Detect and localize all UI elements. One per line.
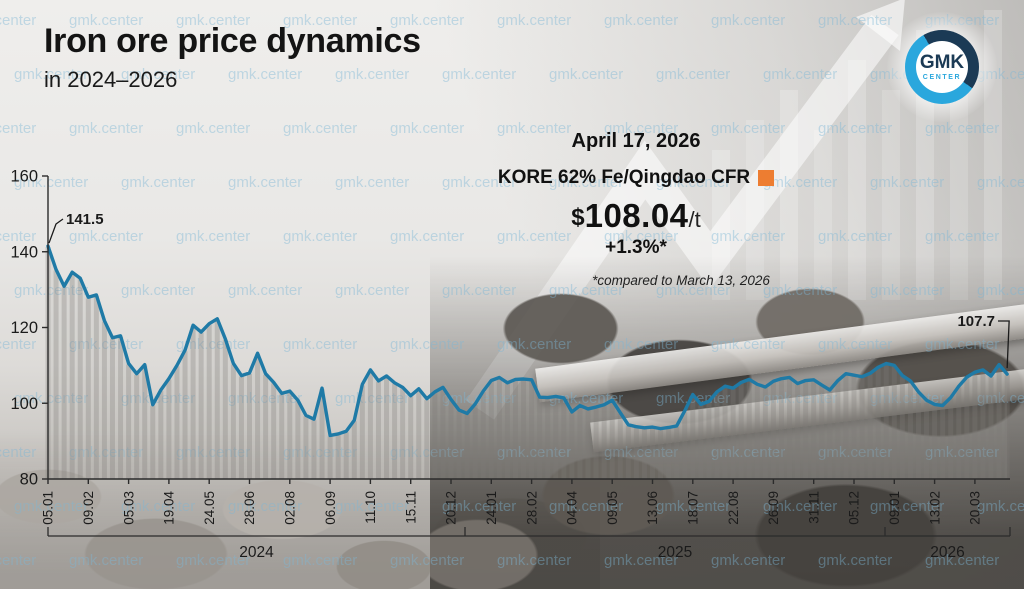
x-tick-label: 09.05 [605,491,620,525]
x-tick-label: 26.09 [766,491,781,525]
y-tick-label: 80 [20,471,38,489]
price-currency: $ [571,204,585,231]
callout-series: KORE 62% Fe/Qingdao CFR [446,167,826,189]
price-callout: April 17, 2026 KORE 62% Fe/Qingdao CFR $… [446,130,826,288]
x-tick-label: 09.01 [887,491,902,525]
callout-date: April 17, 2026 [571,130,701,152]
x-tick-label: 04.04 [565,491,580,525]
x-tick-label: 20.12 [444,491,459,525]
y-tick-label: 100 [10,395,38,413]
x-tick-label: 13.02 [927,491,942,525]
x-tick-label: 24.05 [202,491,217,525]
price-unit: /t [688,207,701,232]
x-tick-label: 05.12 [847,491,862,525]
x-tick-label: 11.10 [363,491,378,524]
page-title: Iron ore price dynamics [44,22,421,60]
first-point-leader [48,218,64,244]
header: Iron ore price dynamics in 2024–2026 [44,22,421,93]
last-point-leader [998,320,1010,369]
x-tick-label: 28.06 [242,491,257,525]
series-label: KORE 62% Fe/Qingdao CFR [497,167,751,188]
y-tick-label: 120 [10,319,38,337]
x-tick-label: 13.06 [645,491,660,525]
x-tick-label: 19.04 [162,491,177,525]
logo-inner: GMK CENTER [916,41,968,93]
x-tick-label: 20.03 [968,491,983,525]
x-tick-label: 18.07 [686,491,701,525]
year-label: 2024 [239,544,274,561]
price-value: 108.04 [584,197,689,234]
callout-price: $108.04/t [446,197,826,235]
x-tick-label: 31.11 [806,491,821,524]
x-tick-label: 24.01 [484,491,499,525]
area-fill [48,246,1008,479]
x-tick-label: 28.02 [524,491,539,525]
logo-ring-icon: GMK CENTER [905,30,979,104]
y-tick-label: 140 [10,243,38,261]
year-label: 2026 [930,544,964,561]
logo-text-center: CENTER [922,74,962,81]
last-point-label: 107.7 [957,313,995,330]
gmk-center-logo: GMK CENTER [887,12,997,122]
y-tick-label: 160 [10,168,38,186]
x-tick-label: 22.08 [726,491,741,525]
callout-change: +1.3%* [605,237,667,258]
series-color-swatch [758,170,775,186]
callout-footnote: *compared to March 13, 2026 [592,273,770,288]
price-line [46,244,1009,438]
x-tick-label: 15.11 [403,491,418,524]
x-tick-label: 05.01 [41,491,56,525]
page-subtitle: in 2024–2026 [44,67,178,92]
x-tick-label: 05.03 [121,491,136,525]
x-tick-label: 09.02 [81,491,96,525]
first-point-label: 141.5 [66,211,104,228]
x-tick-label: 06.09 [323,491,338,525]
logo-text-gmk: GMK [919,52,965,73]
year-label: 2025 [658,544,692,561]
x-tick-label: 02.08 [283,491,298,525]
